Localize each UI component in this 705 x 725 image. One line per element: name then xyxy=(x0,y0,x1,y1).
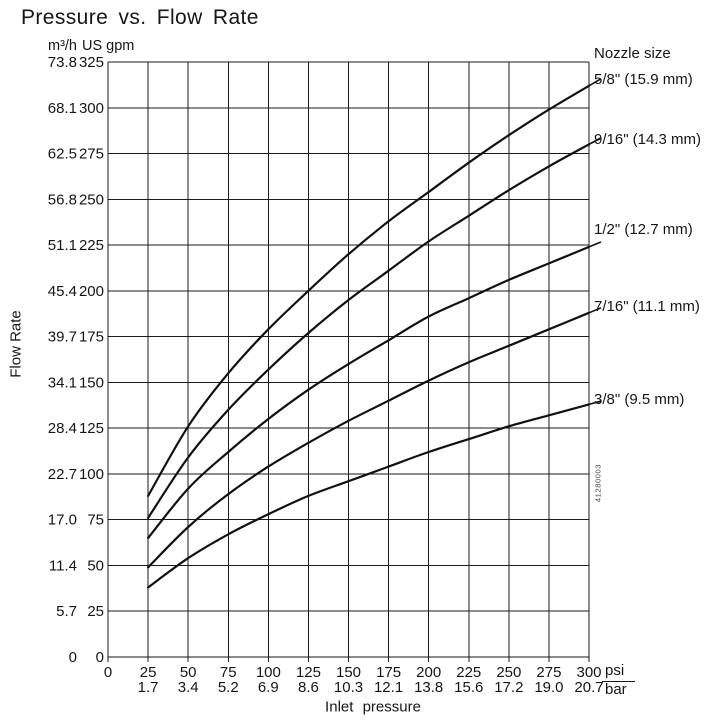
y-tick-label-gpm: 150 xyxy=(79,374,104,391)
y-tick-label-m3h: 22.7 xyxy=(48,466,77,483)
curve-1-2-12-7-mm xyxy=(147,245,591,540)
x-tick-label-psi: 25 xyxy=(140,664,157,681)
x-tick-label-bar: 8.6 xyxy=(298,679,319,696)
x-tick-label-bar: 12.1 xyxy=(374,679,403,696)
y-tick-label-m3h: 45.4 xyxy=(48,283,77,300)
y-axis-unit-gpm: US gpm xyxy=(82,38,135,54)
y-tick-label-m3h: 62.5 xyxy=(48,146,77,163)
legend-item-7-16-11-1-mm: 7/16" (11.1 mm) xyxy=(594,298,700,315)
x-tick-label-psi: 125 xyxy=(296,664,321,681)
y-tick-label-m3h: 28.4 xyxy=(48,420,77,437)
x-tick-label-psi: 0 xyxy=(104,664,112,681)
y-tick-label-gpm: 0 xyxy=(96,649,104,666)
y-tick-label-gpm: 50 xyxy=(87,557,104,574)
x-axis-unit-bar: bar xyxy=(605,681,627,698)
y-tick-label-gpm: 325 xyxy=(79,54,104,71)
x-tick-label-psi: 200 xyxy=(416,664,441,681)
x-tick-label-psi: 150 xyxy=(336,664,361,681)
y-tick-label-m3h: 51.1 xyxy=(48,237,77,254)
x-tick-label-psi: 100 xyxy=(256,664,281,681)
x-axis-unit-psi: psi xyxy=(605,662,625,679)
y-tick-label-m3h: 39.7 xyxy=(48,329,77,346)
y-tick-label-m3h: 34.1 xyxy=(48,374,77,391)
y-tick-label-gpm: 225 xyxy=(79,237,104,254)
y-tick-label-m3h: 68.1 xyxy=(48,100,77,117)
x-tick-label-bar: 5.2 xyxy=(218,679,239,696)
x-tick-label-psi: 300 xyxy=(576,664,601,681)
x-tick-label-psi: 225 xyxy=(456,664,481,681)
y-tick-label-m3h: 11.4 xyxy=(49,557,77,574)
y-tick-label-m3h: 17.0 xyxy=(48,512,77,529)
page-title: Pressure vs. Flow Rate xyxy=(21,6,259,29)
y-tick-label-gpm: 250 xyxy=(79,191,104,208)
x-tick-label-bar: 6.9 xyxy=(258,679,279,696)
curve-9-16-14-3-mm xyxy=(147,143,591,519)
x-tick-label-psi: 75 xyxy=(220,664,237,681)
unit-divider-line xyxy=(602,681,635,682)
curve-5-8-15-9-mm xyxy=(147,84,591,497)
y-tick-label-gpm: 75 xyxy=(87,512,104,529)
legend-item-9-16-14-3-mm: 9/16" (14.3 mm) xyxy=(594,131,702,148)
x-axis-title: Inlet pressure xyxy=(325,698,421,716)
y-tick-label-gpm: 300 xyxy=(79,100,104,117)
x-tick-label-bar: 19.0 xyxy=(534,679,563,696)
x-tick-label-bar: 20.7 xyxy=(574,679,603,696)
y-axis-unit-m3h: m³/h xyxy=(48,38,77,54)
y-tick-label-gpm: 175 xyxy=(79,329,104,346)
x-tick-label-bar: 13.8 xyxy=(414,679,443,696)
y-tick-label-gpm: 275 xyxy=(79,146,104,163)
legend-leader-line xyxy=(588,78,601,87)
x-tick-label-psi: 50 xyxy=(180,664,197,681)
part-number: 41280003 xyxy=(593,463,603,503)
x-tick-label-psi: 275 xyxy=(536,664,561,681)
x-tick-label-psi: 175 xyxy=(376,664,401,681)
y-tick-label-m3h: 73.8 xyxy=(48,54,77,71)
legend-title: Nozzle size xyxy=(594,45,671,62)
y-tick-label-m3h: 5.7 xyxy=(56,603,77,620)
x-tick-label-bar: 10.3 xyxy=(334,679,363,696)
y-tick-label-m3h: 0 xyxy=(69,649,77,666)
curve-7-16-11-1-mm xyxy=(147,311,591,569)
x-tick-label-bar: 17.2 xyxy=(494,679,523,696)
y-tick-label-gpm: 200 xyxy=(79,283,104,300)
y-tick-label-m3h: 56.8 xyxy=(48,191,77,208)
x-tick-label-bar: 3.4 xyxy=(178,679,199,696)
legend-leader-line xyxy=(588,307,602,314)
legend-leader-line xyxy=(588,400,602,406)
legend-item-5-8-15-9-mm: 5/8" (15.9 mm) xyxy=(594,71,693,88)
legend-leader-line xyxy=(588,137,601,146)
y-tick-label-gpm: 25 xyxy=(87,603,104,620)
legend-item-3-8-9-5-mm: 3/8" (9.5 mm) xyxy=(594,391,685,408)
y-tick-label-gpm: 100 xyxy=(79,466,104,483)
x-tick-label-bar: 15.6 xyxy=(454,679,483,696)
x-tick-label-psi: 250 xyxy=(496,664,521,681)
curve-3-8-9-5-mm xyxy=(147,403,591,589)
legend-leader-line xyxy=(588,241,602,248)
y-tick-label-gpm: 125 xyxy=(79,420,104,437)
legend-item-1-2-12-7-mm: 1/2" (12.7 mm) xyxy=(594,221,693,238)
x-tick-label-bar: 1.7 xyxy=(138,679,159,696)
